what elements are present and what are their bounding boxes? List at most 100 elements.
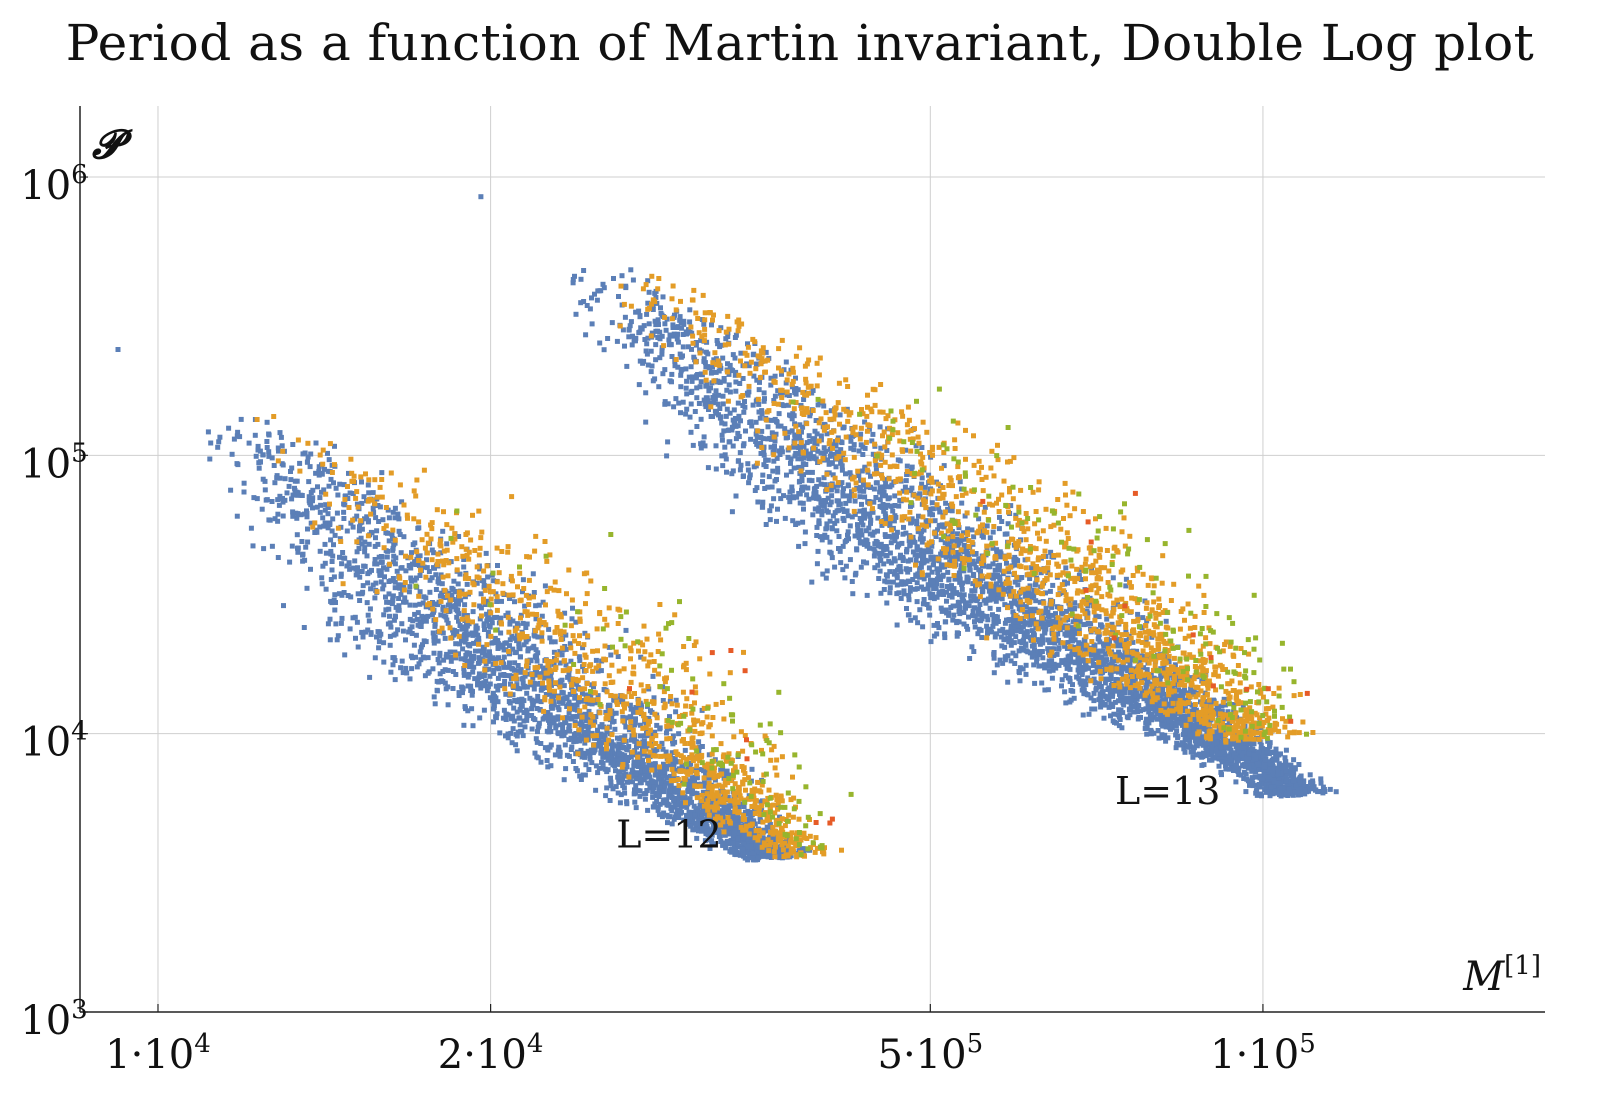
- series-point-blue: [543, 685, 549, 691]
- series-point-blue: [364, 553, 370, 559]
- series-point-orange: [629, 749, 635, 755]
- series-point-blue: [904, 606, 909, 611]
- series-point-blue: [689, 346, 694, 352]
- series-point-blue: [547, 744, 553, 750]
- series-point-orange: [652, 711, 658, 717]
- series-point-orange: [443, 608, 449, 614]
- series-point-blue: [439, 678, 445, 684]
- series-point-orange: [724, 789, 730, 795]
- series-point-blue: [319, 575, 325, 581]
- series-point-blue: [532, 633, 538, 639]
- series-point-green: [597, 702, 603, 707]
- series-point-blue: [929, 582, 935, 588]
- series-point-orange: [435, 559, 441, 564]
- series-point-blue: [413, 562, 419, 567]
- series-point-orange: [658, 753, 664, 759]
- series-point-blue: [392, 515, 398, 521]
- series-point-blue: [646, 715, 652, 721]
- series-point-blue: [426, 569, 432, 574]
- series-point-orange: [454, 567, 460, 573]
- series-point-blue: [357, 524, 362, 530]
- series-point-orange: [802, 853, 807, 859]
- series-point-blue: [645, 780, 651, 786]
- series-point-blue: [1002, 644, 1008, 650]
- series-point-orange: [664, 723, 670, 729]
- series-point-blue: [620, 776, 626, 782]
- series-point-blue: [507, 643, 512, 649]
- series-point-blue: [743, 844, 749, 850]
- series-point-blue: [658, 780, 664, 786]
- series-point-orange: [466, 549, 472, 555]
- series-point-orange: [671, 771, 677, 777]
- series-point-orange: [449, 525, 455, 531]
- series-point-blue: [533, 647, 539, 653]
- series-point-orange: [622, 705, 627, 711]
- series-point-blue: [322, 520, 328, 526]
- series-point-blue: [420, 600, 426, 606]
- series-point-orange: [770, 824, 776, 830]
- series-point-orange: [678, 753, 684, 759]
- series-point-blue: [746, 849, 752, 855]
- series-point-orange: [365, 498, 371, 504]
- series-point-blue: [778, 423, 784, 429]
- series-point-blue: [633, 771, 639, 777]
- series-point-blue: [462, 639, 468, 645]
- series-point-orange: [771, 849, 777, 855]
- series-point-orange: [488, 610, 494, 616]
- series-point-blue: [336, 591, 342, 597]
- series-point-blue: [613, 768, 618, 774]
- series-point-orange: [593, 733, 599, 738]
- series-point-blue: [697, 818, 703, 824]
- series-point-blue: [544, 728, 550, 734]
- series-point-blue: [689, 789, 695, 794]
- series-point-blue: [1119, 670, 1125, 676]
- series-point-blue: [852, 533, 858, 539]
- series-point-blue: [751, 373, 757, 379]
- series-point-orange: [510, 592, 516, 598]
- series-point-blue: [966, 614, 971, 620]
- series-point-blue: [736, 804, 742, 810]
- series-point-blue: [407, 676, 413, 682]
- series-point-blue: [1082, 646, 1088, 652]
- series-point-blue: [735, 819, 741, 825]
- series-point-blue: [305, 454, 311, 460]
- series-point-blue: [429, 575, 435, 581]
- series-point-blue: [1071, 695, 1077, 701]
- series-point-blue: [892, 513, 898, 519]
- series-point-green: [575, 609, 581, 615]
- series-point-blue: [359, 569, 365, 574]
- series-point-orange: [759, 782, 765, 788]
- series-point-blue: [897, 555, 903, 561]
- series-point-blue: [370, 505, 376, 511]
- series-point-orange: [580, 675, 586, 681]
- series-point-blue: [1062, 689, 1068, 695]
- series-point-green: [493, 627, 499, 633]
- series-point-orange: [677, 768, 683, 774]
- series-point-blue: [621, 759, 627, 765]
- series-point-blue: [637, 774, 643, 780]
- series-point-blue: [598, 668, 604, 674]
- series-point-blue: [678, 384, 684, 390]
- series-point-blue: [290, 509, 296, 515]
- series-point-blue: [534, 754, 540, 760]
- series-point-blue: [321, 523, 327, 529]
- series-point-orange: [502, 686, 508, 692]
- series-point-blue: [587, 694, 593, 700]
- series-point-blue: [887, 550, 893, 556]
- series-point-blue: [1135, 611, 1141, 617]
- series-point-blue: [768, 382, 774, 388]
- series-point-green: [767, 721, 773, 727]
- series-point-blue: [495, 699, 501, 705]
- series-point-blue: [565, 702, 571, 708]
- series-point-orange: [520, 631, 525, 637]
- series-point-orange: [544, 658, 549, 664]
- series-point-blue: [348, 520, 354, 526]
- series-point-orange: [445, 573, 451, 579]
- series-point-orange: [424, 550, 430, 556]
- series-point-blue: [758, 799, 764, 805]
- series-point-blue: [807, 413, 813, 419]
- series-point-orange: [697, 758, 703, 764]
- series-point-orange: [590, 648, 596, 654]
- series-point-blue: [672, 363, 678, 369]
- series-point-blue: [378, 559, 384, 565]
